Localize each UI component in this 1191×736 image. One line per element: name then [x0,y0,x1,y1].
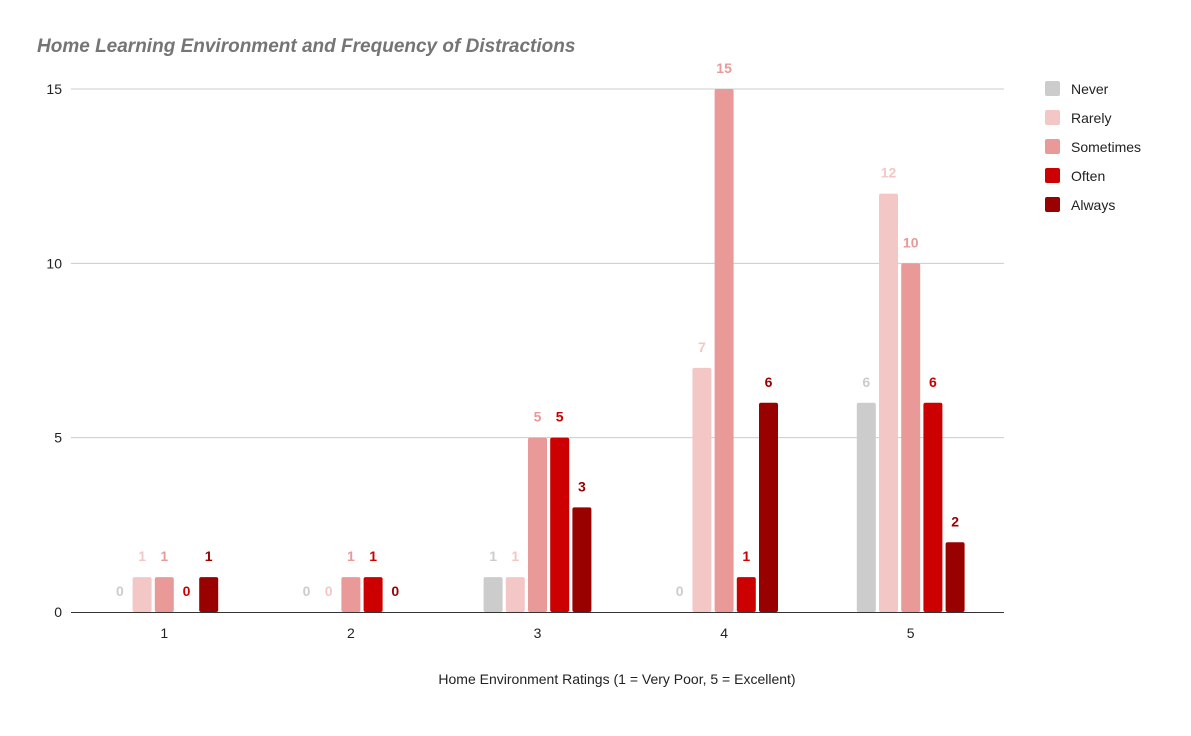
bar-always [945,542,965,612]
bar-often [736,577,756,612]
bar-often [363,577,383,612]
data-label: 1 [369,548,377,564]
bar-sometimes [901,263,921,612]
y-axis-ticks: 0 5 10 15 [46,81,62,620]
y-tick-label: 10 [46,255,62,271]
bar-sometimes [341,577,361,612]
bar-rarely [505,577,525,612]
data-label: 1 [742,548,750,564]
legend-swatch-never [1045,81,1060,96]
x-axis-ticks: 1 2 3 4 5 [160,625,914,641]
data-label: 3 [578,478,586,494]
data-label: 5 [534,409,542,425]
bar-often [923,402,943,612]
legend-label: Rarely [1071,110,1111,126]
data-label: 6 [765,374,773,390]
data-label: 2 [951,513,959,529]
legend-label: Always [1071,197,1115,213]
data-label: 1 [347,548,355,564]
legend-swatch-sometimes [1045,139,1060,154]
data-label: 1 [138,548,146,564]
bar-sometimes [714,89,734,612]
bar-never [483,577,503,612]
bar-always [759,402,778,612]
data-label: 0 [325,583,333,599]
data-label: 1 [205,548,213,564]
x-tick-label: 2 [347,625,355,641]
bar-always [572,507,592,612]
data-label: 1 [511,548,519,564]
data-label: 5 [556,409,564,425]
x-tick-label: 5 [907,625,915,641]
x-tick-label: 3 [534,625,542,641]
chart-title: Home Learning Environment and Frequency … [37,36,575,57]
data-label: 6 [862,374,870,390]
y-tick-label: 0 [54,604,62,620]
bar-sometimes [154,577,174,612]
y-tick-label: 15 [46,81,62,97]
x-tick-label: 1 [160,625,168,641]
legend-label: Often [1071,168,1105,184]
data-label: 0 [391,583,399,599]
bars [132,89,965,612]
data-label: 15 [716,60,732,76]
legend-label: Sometimes [1071,139,1141,155]
bar-sometimes [528,437,547,612]
x-tick-label: 4 [720,625,728,641]
bar-rarely [132,577,152,612]
bar-never [856,402,876,612]
data-label: 0 [116,583,124,599]
data-label: 0 [303,583,311,599]
data-label: 12 [881,165,897,181]
legend-swatch-rarely [1045,110,1060,125]
data-label: 6 [929,374,937,390]
legend: Never Rarely Sometimes Often Always [1045,81,1141,213]
bar-always [199,577,219,612]
data-label: 1 [489,548,497,564]
bar-often [550,437,570,612]
x-axis-label: Home Environment Ratings (1 = Very Poor,… [438,671,795,687]
data-label: 0 [183,583,191,599]
legend-label: Never [1071,81,1109,97]
bar-rarely [692,367,712,612]
legend-swatch-often [1045,168,1060,183]
y-tick-label: 5 [54,430,62,446]
data-label: 10 [903,234,919,250]
data-label: 1 [160,548,168,564]
data-label: 0 [676,583,684,599]
bar-rarely [879,193,898,612]
legend-swatch-always [1045,197,1060,212]
data-label: 7 [698,339,706,355]
